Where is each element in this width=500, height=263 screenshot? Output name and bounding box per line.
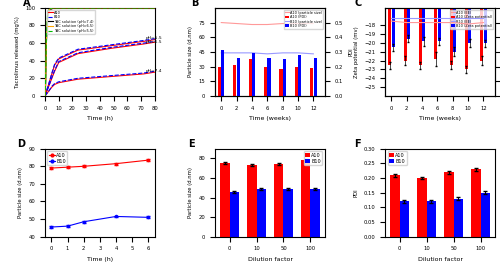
- Bar: [434, 0, 438, 59]
- Text: E: E: [188, 139, 194, 149]
- Bar: [480, 193, 490, 237]
- Bar: [419, 0, 422, 65]
- Legend: A10, B10: A10, B10: [48, 151, 68, 165]
- Bar: [314, 58, 316, 96]
- Bar: [404, 0, 406, 61]
- Text: pH=5.5: pH=5.5: [145, 36, 162, 40]
- Bar: [388, 0, 391, 65]
- Legend: A10 (EE), A10 (Zeta potential), B10 (EE), B10 (Zeta potential): A10 (EE), A10 (Zeta potential), B10 (EE)…: [450, 10, 494, 29]
- Bar: [392, 0, 394, 48]
- Text: pH=6.5: pH=6.5: [145, 40, 162, 44]
- X-axis label: Time (h): Time (h): [87, 257, 113, 262]
- Bar: [301, 160, 310, 237]
- Bar: [248, 59, 252, 96]
- Bar: [450, 0, 452, 65]
- Text: A: A: [23, 0, 30, 8]
- X-axis label: Time (weeks): Time (weeks): [419, 116, 461, 121]
- Y-axis label: Particle size (d.nm): Particle size (d.nm): [188, 26, 193, 77]
- Y-axis label: Zeta potential (mv): Zeta potential (mv): [354, 26, 359, 78]
- Bar: [268, 58, 270, 96]
- Bar: [400, 201, 409, 237]
- Y-axis label: Tacrolimus released (mg%): Tacrolimus released (mg%): [14, 16, 20, 88]
- Legend: A10, B10: A10, B10: [388, 151, 406, 165]
- Bar: [454, 199, 463, 237]
- Text: pH=7.4: pH=7.4: [145, 69, 162, 73]
- Legend: A10, B10: A10, B10: [304, 151, 322, 165]
- Bar: [280, 69, 282, 96]
- Bar: [252, 53, 255, 96]
- Bar: [310, 189, 320, 237]
- Bar: [220, 163, 230, 237]
- Bar: [298, 55, 301, 96]
- Bar: [417, 178, 426, 237]
- Bar: [453, 0, 456, 52]
- Text: D: D: [18, 139, 25, 149]
- Y-axis label: Particle size (d.nm): Particle size (d.nm): [188, 167, 193, 218]
- X-axis label: Time (weeks): Time (weeks): [249, 116, 291, 121]
- Text: B: B: [191, 0, 198, 8]
- Bar: [422, 0, 426, 41]
- Bar: [247, 165, 256, 237]
- Bar: [480, 0, 484, 61]
- Bar: [465, 0, 468, 69]
- Bar: [283, 59, 286, 96]
- Bar: [284, 189, 293, 237]
- X-axis label: Time (h): Time (h): [87, 116, 113, 121]
- Y-axis label: Particle size (d.nm): Particle size (d.nm): [18, 167, 23, 218]
- Bar: [230, 192, 239, 237]
- Legend: A10 (particle size), A10 (PDI), B10 (particle size), B10 (PDI): A10 (particle size), A10 (PDI), B10 (par…: [284, 10, 323, 29]
- Bar: [222, 50, 224, 96]
- X-axis label: Dilution factor: Dilution factor: [418, 257, 463, 262]
- Y-axis label: PDI: PDI: [348, 48, 354, 56]
- Bar: [484, 0, 486, 43]
- Bar: [444, 172, 454, 237]
- Bar: [426, 201, 436, 237]
- Bar: [264, 67, 267, 96]
- Bar: [310, 68, 313, 96]
- Bar: [274, 164, 283, 237]
- Bar: [234, 65, 236, 96]
- Bar: [218, 67, 221, 96]
- Text: C: C: [354, 0, 362, 8]
- Bar: [407, 0, 410, 39]
- Bar: [468, 0, 471, 43]
- Text: F: F: [354, 139, 361, 149]
- Bar: [256, 189, 266, 237]
- Bar: [471, 169, 480, 237]
- Bar: [390, 175, 400, 237]
- Y-axis label: PDI: PDI: [353, 188, 358, 197]
- Bar: [237, 58, 240, 96]
- Bar: [438, 0, 440, 41]
- Bar: [295, 67, 298, 96]
- X-axis label: Dilution factor: Dilution factor: [248, 257, 292, 262]
- Legend: A10, B10, TAC solution (pH=7.4), TAC solution (pH=6.5), TAC solution (pH=5.5): A10, B10, TAC solution (pH=7.4), TAC sol…: [46, 10, 94, 34]
